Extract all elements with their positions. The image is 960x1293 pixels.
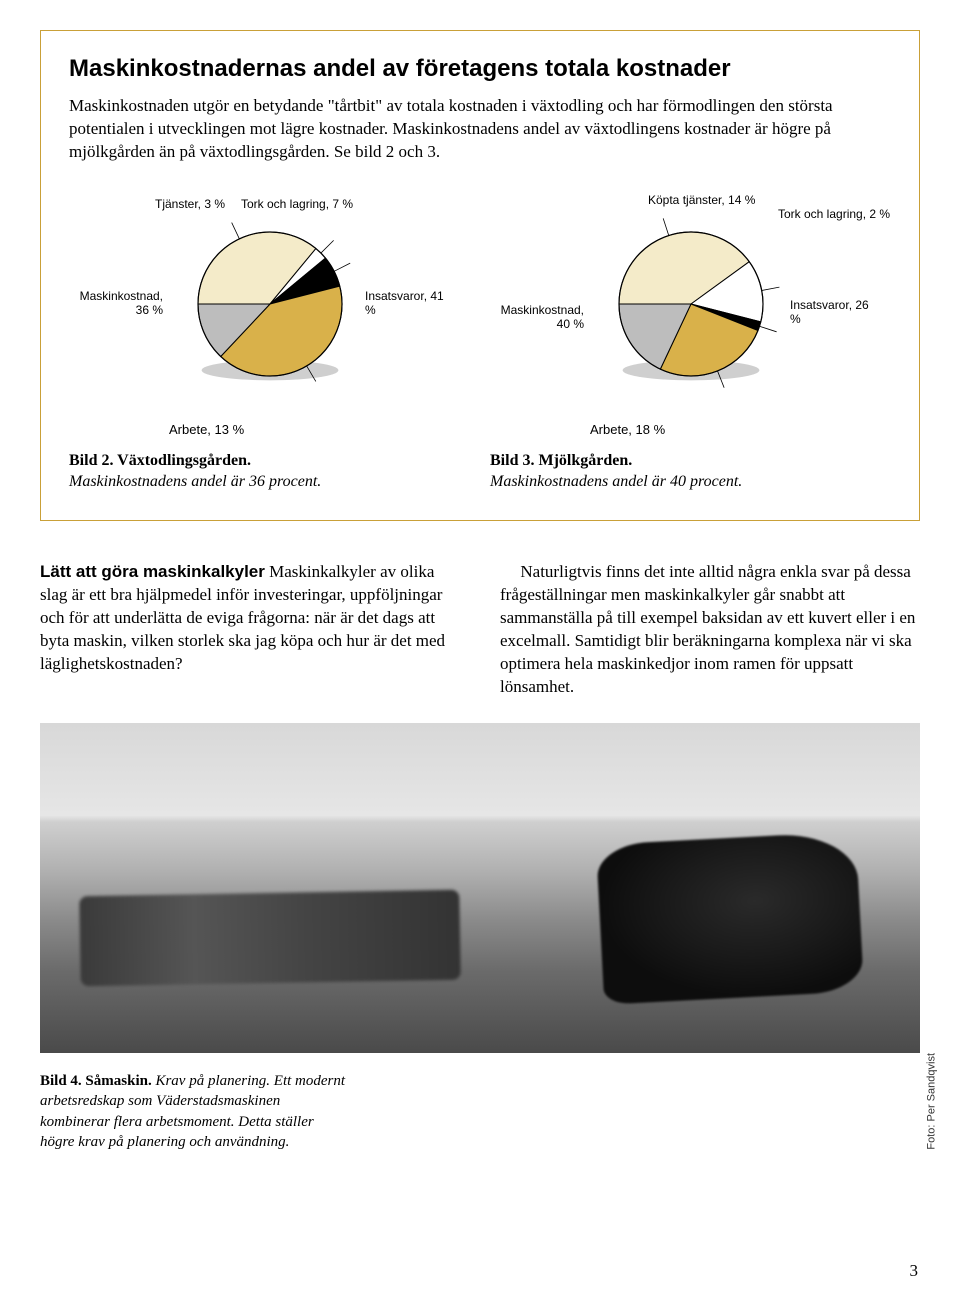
photo-block: Foto: Per Sandqvist <box>40 723 920 1053</box>
pie-slice-label: Tork och lagring, 2 % <box>778 208 908 222</box>
pie2-arbete-label: Arbete, 18 % <box>490 422 891 437</box>
body-columns: Lätt att göra maskinkalkyler Maskinkalky… <box>40 561 920 699</box>
pie-slice-label: Maskinkostnad, 40 % <box>484 304 584 332</box>
pie1-arbete-label: Arbete, 13 % <box>69 422 470 437</box>
pie-block-1: Maskinkostnad, 36 %Tjänster, 3 %Tork och… <box>69 194 470 493</box>
pie-block-2: Maskinkostnad, 40 %Köpta tjänster, 14 %T… <box>490 194 891 493</box>
left-subhead: Lätt att göra maskinkalkyler <box>40 562 265 581</box>
pie-chart-1: Maskinkostnad, 36 %Tjänster, 3 %Tork och… <box>69 194 470 414</box>
page-number: 3 <box>910 1261 919 1281</box>
pie1-caption-italic: Maskinkostnadens andel är 36 procent. <box>69 473 321 490</box>
pie-chart-2: Maskinkostnad, 40 %Köpta tjänster, 14 %T… <box>490 194 891 414</box>
bild4-caption: Bild 4. Såmaskin. Krav på planering. Ett… <box>40 1071 350 1152</box>
pie1-caption-bold: Bild 2. Växtodlingsgården. <box>69 452 251 469</box>
pie2-caption-italic: Maskinkostnadens andel är 40 procent. <box>490 473 742 490</box>
pie-slice-label: Köpta tjänster, 14 % <box>648 194 755 208</box>
pie-slice-label: Insatsvaror, 41 % <box>365 290 455 318</box>
pie1-caption: Bild 2. Växtodlingsgården. Maskinkostnad… <box>69 451 470 493</box>
box-heading: Maskinkostnadernas andel av företagens t… <box>69 55 891 83</box>
pie2-caption-bold: Bild 3. Mjölkgården. <box>490 452 632 469</box>
pie-slice-label: Maskinkostnad, 36 % <box>63 290 163 318</box>
right-column: Naturligtvis finns det inte alltid några… <box>500 561 920 699</box>
bild4-caption-bold: Bild 4. Såmaskin. <box>40 1073 152 1089</box>
left-column: Lätt att göra maskinkalkyler Maskinkalky… <box>40 561 460 699</box>
box-intro: Maskinkostnaden utgör en betydande "tårt… <box>69 95 891 164</box>
bottom-row: Bild 4. Såmaskin. Krav på planering. Ett… <box>40 1071 920 1152</box>
chart-info-box: Maskinkostnadernas andel av företagens t… <box>40 30 920 521</box>
bild4-photo <box>40 723 920 1053</box>
pies-row: Maskinkostnad, 36 %Tjänster, 3 %Tork och… <box>69 194 891 493</box>
right-text: Naturligtvis finns det inte alltid några… <box>500 562 915 696</box>
pie-slice-label: Tjänster, 3 % <box>155 198 225 212</box>
photo-credit: Foto: Per Sandqvist <box>926 1053 938 1150</box>
pie-slice-label: Tork och lagring, 7 % <box>241 198 353 212</box>
pie2-caption: Bild 3. Mjölkgården. Maskinkostnadens an… <box>490 451 891 493</box>
pie-slice-label: Insatsvaror, 26 % <box>790 299 880 327</box>
